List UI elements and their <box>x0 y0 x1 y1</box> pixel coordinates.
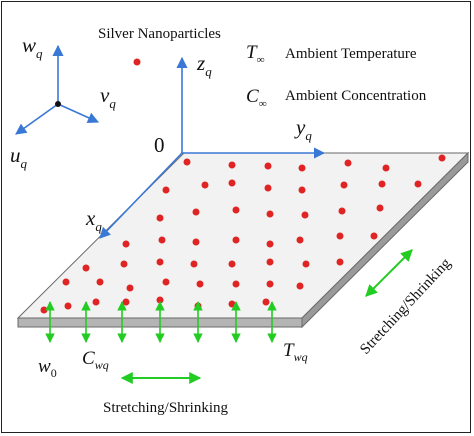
nanoparticle-dot <box>232 236 240 244</box>
main-axes <box>99 56 326 239</box>
nanoparticle-dot <box>156 214 164 222</box>
nanoparticle-dot <box>232 206 240 214</box>
nanoparticle-dot <box>336 232 344 240</box>
nanoparticle-dot <box>196 280 204 288</box>
nanoparticle-dot <box>298 186 306 194</box>
nanoparticle-dot <box>266 280 274 288</box>
label-cwq: Cwq <box>82 348 109 372</box>
nanoparticle-dot <box>82 264 90 272</box>
nanoparticle-dot <box>378 180 386 188</box>
nanoparticle-dot <box>228 260 236 268</box>
side-stretching-arrow <box>365 249 413 297</box>
legend-t-inf-symbol: T∞ <box>246 42 265 66</box>
sheet-top-surface <box>16 152 470 319</box>
nanoparticle-dot <box>344 159 352 167</box>
axis-label-w: wq <box>22 33 43 61</box>
nanoparticle-dot <box>262 298 270 306</box>
nanoparticle-dot <box>228 179 236 187</box>
nanoparticle-dot <box>122 240 130 248</box>
nanoparticle-dot <box>232 280 240 288</box>
nanoparticle-dot <box>126 284 134 292</box>
nanoparticle-dot <box>183 158 191 166</box>
nanoparticle-dot <box>162 278 170 286</box>
x-axis <box>99 152 183 239</box>
nanoparticle-dot <box>228 161 236 169</box>
local-axis-triad <box>15 44 100 135</box>
sheet-side-edge <box>301 151 469 329</box>
label-w0: w0 <box>38 356 57 380</box>
nanoparticle-dot <box>192 208 200 216</box>
nanoparticle-dot <box>96 278 104 286</box>
origin-label: 0 <box>154 133 165 157</box>
nanoparticle-dot <box>338 207 346 215</box>
nanoparticle-dot <box>266 210 274 218</box>
nanoparticle-dot <box>438 154 446 162</box>
legend-c-inf-label: Ambient Concentration <box>285 88 427 104</box>
nanoparticle-dot <box>301 211 309 219</box>
bottom-stretching-label: Stretching/Shrinking <box>103 400 228 416</box>
nanoparticle-dot <box>120 260 128 268</box>
nanoparticle-dot <box>370 232 378 240</box>
legend-c-inf-symbol: C∞ <box>246 86 267 110</box>
nanoparticle-dot <box>122 298 130 306</box>
nanoparticle-dot <box>228 300 236 308</box>
nanoparticle-dot <box>264 184 272 192</box>
nanoparticle-dot <box>156 258 164 266</box>
label-twq: Twq <box>283 340 308 364</box>
side-stretching-label: Stretching/Shrinking <box>357 255 454 358</box>
nanoparticle-dot <box>376 204 384 212</box>
nanoparticle-dot <box>298 164 306 172</box>
nanoparticle-dot <box>62 278 70 286</box>
axis-label-u: uq <box>10 143 28 171</box>
nanoparticle-dot <box>158 236 166 244</box>
nanoparticle-dot <box>92 298 100 306</box>
nanoparticle-dot <box>192 238 200 246</box>
axis-label-x: xq <box>85 206 102 234</box>
nanoparticle-dot <box>296 236 304 244</box>
nanoparticle-dot <box>190 260 198 268</box>
nanoparticle-dot <box>382 164 390 172</box>
nanoparticle-dot <box>201 181 209 189</box>
axis-label-z: zq <box>196 51 212 79</box>
legend-particles-label: Silver Nanoparticles <box>98 26 221 42</box>
nanoparticle-dot <box>336 258 344 266</box>
legend-particle-icon <box>133 58 141 66</box>
nanoparticle-dot <box>40 306 48 314</box>
nanoparticle-dot <box>162 186 170 194</box>
axis-label-y: yq <box>294 115 312 143</box>
nanoparticle-dot <box>264 162 272 170</box>
nanoparticle-dot <box>64 302 72 310</box>
nanoparticle-dot <box>266 258 274 266</box>
wall-flux-arrows <box>45 301 277 343</box>
axis-label-v: vq <box>100 83 116 111</box>
nanoparticle-dot <box>302 260 310 268</box>
legend-t-inf-label: Ambient Temperature <box>285 46 417 62</box>
nanoparticle-dot <box>266 240 274 248</box>
nanoparticle-dot <box>340 181 348 189</box>
nanoparticle-dot <box>296 282 304 290</box>
nanoparticle-dot <box>414 180 422 188</box>
